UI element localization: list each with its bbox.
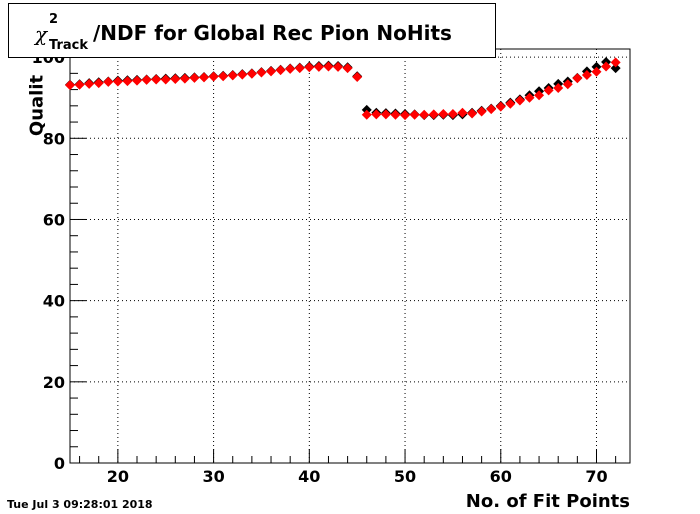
chart-title: /NDF for Global Rec Pion NoHits <box>93 21 452 45</box>
data-point-red <box>84 78 95 89</box>
data-point-black <box>610 63 621 74</box>
data-point-red <box>553 82 564 93</box>
data-point-red <box>534 90 545 101</box>
data-point-red <box>122 76 133 87</box>
data-point-red <box>371 109 382 120</box>
data-point-red <box>141 74 152 85</box>
axis-ticks <box>70 56 617 464</box>
title-superscript: 2 <box>49 12 59 27</box>
data-point-red <box>390 109 401 120</box>
timestamp: Tue Jul 3 09:28:01 2018 <box>7 498 153 511</box>
data-point-red <box>285 63 296 74</box>
y-tick-label: 60 <box>43 210 65 229</box>
data-point-red <box>313 61 324 72</box>
data-point-red <box>179 73 190 84</box>
y-tick-label: 80 <box>43 129 65 148</box>
data-point-red <box>524 92 535 103</box>
data-point-red <box>151 74 162 85</box>
y-tick-label: 40 <box>43 292 65 311</box>
data-point-red <box>457 107 468 118</box>
data-point-red <box>409 109 420 120</box>
data-point-red <box>352 72 363 83</box>
title-box: χ 2 Track /NDF for Global Rec Pion NoHit… <box>8 3 496 58</box>
data-point-red <box>74 79 85 90</box>
data-point-red <box>112 76 123 87</box>
data-point-red <box>419 109 430 120</box>
data-point-red <box>400 110 411 121</box>
data-point-red <box>103 76 114 87</box>
data-point-red <box>304 62 315 73</box>
data-point-red <box>581 69 592 80</box>
x-tick-label: 30 <box>202 467 224 486</box>
data-points <box>65 56 621 121</box>
data-point-red <box>438 108 449 119</box>
data-point-red <box>543 85 554 96</box>
x-tick-label: 60 <box>490 467 512 486</box>
data-point-red <box>275 65 286 76</box>
data-point-red <box>361 109 372 120</box>
x-tick-label: 50 <box>394 467 416 486</box>
data-point-red <box>476 106 487 117</box>
x-axis-label: No. of Fit Points <box>465 491 630 512</box>
y-tick-label: 0 <box>54 454 65 473</box>
grid-lines <box>70 49 630 463</box>
data-point-red <box>428 109 439 120</box>
title-chi-symbol: χ <box>35 22 48 46</box>
data-point-red <box>505 98 516 109</box>
data-point-red <box>132 75 143 86</box>
x-tick-label: 40 <box>298 467 320 486</box>
data-point-red <box>160 74 171 85</box>
data-point-red <box>562 79 573 90</box>
data-point-red <box>610 57 621 68</box>
data-point-red <box>342 63 353 74</box>
data-point-red <box>380 109 391 120</box>
data-point-red <box>218 71 229 82</box>
data-point-red <box>199 72 210 83</box>
title-subscript: Track <box>49 38 88 53</box>
data-point-red <box>514 95 525 106</box>
y-tick-label: 20 <box>43 373 65 392</box>
data-point-red <box>65 80 75 91</box>
data-point-red <box>256 67 267 78</box>
data-point-red <box>266 66 277 77</box>
x-tick-label: 70 <box>585 467 607 486</box>
data-point-red <box>189 72 200 83</box>
data-point-red <box>323 61 334 72</box>
data-point-red <box>333 61 344 72</box>
x-tick-label: 20 <box>107 467 129 486</box>
data-point-red <box>591 66 602 77</box>
data-point-red <box>601 61 612 72</box>
data-point-red <box>93 78 104 89</box>
data-point-red <box>170 74 181 85</box>
data-point-red <box>294 63 305 74</box>
data-point-red <box>227 70 238 81</box>
data-point-red <box>486 104 497 115</box>
data-point-red <box>495 101 506 112</box>
data-point-red <box>467 108 478 119</box>
plot-frame <box>69 48 631 464</box>
data-point-red <box>237 69 248 80</box>
y-axis-label: Qualit <box>26 74 48 137</box>
data-point-red <box>447 108 458 119</box>
data-point-red <box>572 73 583 84</box>
data-point-red <box>246 68 257 79</box>
data-point-red <box>208 71 219 82</box>
